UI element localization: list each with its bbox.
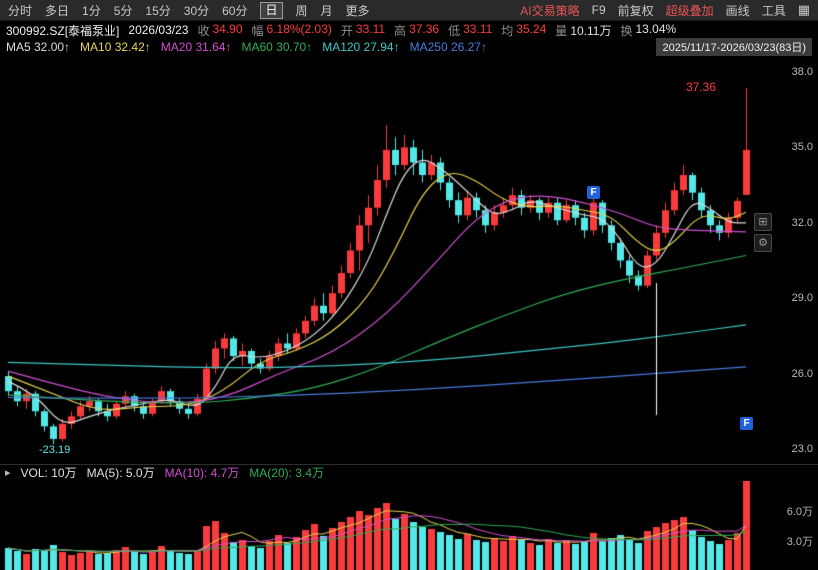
toolbar-button-超级叠加[interactable]: 超级叠加 bbox=[665, 3, 714, 18]
period-tab-30分[interactable]: 30分 bbox=[183, 3, 210, 18]
toolbar-button-画线[interactable]: 画线 bbox=[725, 3, 750, 18]
toolbar-right: AI交易策略 F9 前复权 超级叠加 画线 工具 ▦ bbox=[520, 2, 810, 19]
volume-indicator-values: VOL: 10万 MA(5): 5.0万 MA(10): 4.7万 MA(20): 3… bbox=[21, 464, 324, 481]
period-tab-1分[interactable]: 1分 bbox=[82, 3, 101, 18]
ma-value-MA10: MA10 32.42↑ bbox=[80, 40, 151, 54]
period-tab-多日[interactable]: 多日 bbox=[45, 3, 70, 18]
period-tab-周[interactable]: 周 bbox=[295, 3, 308, 18]
stock-symbol: 300992.SZ[泰福泵业] bbox=[6, 23, 120, 38]
info-field-value: 35.24 bbox=[516, 21, 547, 36]
period-toolbar: 分时 多日 1分 5分 15分 30分 60分日周月更多 AI交易策略 F9 前复权 超级叠加 画线… bbox=[0, 0, 818, 21]
info-field-label: 均 bbox=[501, 23, 514, 38]
info-field: 高 37.36 bbox=[394, 22, 439, 39]
info-field-value: 33.11 bbox=[463, 21, 493, 36]
info-field-value: 33.11 bbox=[355, 21, 386, 36]
stock-info-row: 300992.SZ[泰福泵业] 2026/03/23 收 34.90 幅 6.18%(… bbox=[0, 21, 818, 39]
event-marker-f-1[interactable]: F bbox=[587, 185, 600, 199]
ma-indicator-row: MA5 32.00↑ MA10 32.42↑ MA20 31.64↑ MA60 30.… bbox=[0, 38, 818, 56]
main-candlestick-chart[interactable] bbox=[0, 55, 818, 464]
period-tab-更多[interactable]: 更多 bbox=[345, 3, 370, 18]
info-field-value: 6.18%(2.03) bbox=[266, 21, 332, 36]
price-axis-label: 32.0 bbox=[791, 216, 813, 229]
date-range-label: 2025/11/17-2026/03/23(83日) bbox=[656, 38, 812, 56]
info-field: 幅 6.18%(2.03) bbox=[252, 22, 332, 39]
volume-ma-value: MA(10): 4.7万 bbox=[164, 466, 240, 480]
pane-divider bbox=[0, 464, 818, 465]
high-price-label: 37.36 bbox=[686, 80, 717, 95]
info-field-label: 换 bbox=[620, 23, 633, 38]
info-field-value: 10.11万 bbox=[570, 23, 612, 38]
trade-date: 2026/03/23 bbox=[128, 23, 189, 37]
info-field: 开 33.11 bbox=[341, 22, 385, 39]
event-marker-f-2[interactable]: F bbox=[740, 416, 753, 430]
info-field-label: 收 bbox=[197, 23, 210, 38]
period-tab-分时[interactable]: 分时 bbox=[8, 3, 33, 18]
grid-layout-icon[interactable]: ▦ bbox=[797, 2, 810, 17]
price-axis-label: 35.0 bbox=[791, 141, 813, 154]
volume-ma-value: MA(20): 3.4万 bbox=[249, 466, 324, 480]
info-field: 换 13.04% bbox=[620, 22, 676, 39]
low-price-label: -23.19 bbox=[39, 444, 71, 457]
chart-side-toolbar: ⊞ ⚙ bbox=[754, 213, 772, 252]
toolbar-button-F9[interactable]: F9 bbox=[591, 3, 606, 17]
period-tab-60分[interactable]: 60分 bbox=[222, 3, 248, 18]
info-field-label: 量 bbox=[555, 23, 568, 38]
price-axis-label: 26.0 bbox=[791, 367, 813, 380]
info-field-label: 开 bbox=[340, 23, 353, 38]
volume-axis-label: 3.0万 bbox=[786, 536, 813, 548]
toolbar-button-前复权[interactable]: 前复权 bbox=[617, 3, 654, 18]
period-tab-日[interactable]: 日 bbox=[260, 1, 283, 19]
info-field: 低 33.11 bbox=[448, 22, 492, 39]
info-field: 收 34.90 bbox=[197, 22, 242, 39]
ma-value-MA60: MA60 30.70↑ bbox=[241, 40, 313, 54]
period-tab-5分[interactable]: 5分 bbox=[113, 3, 133, 18]
info-field-value: 37.36 bbox=[409, 21, 440, 36]
volume-ma-value: VOL: 10万 bbox=[20, 466, 77, 480]
stock-info-fields: 收 34.90 幅 6.18%(2.03) 开 33.11 高 37.36 低 33.11 均 35.… bbox=[197, 22, 676, 39]
period-tabs: 分时 多日 1分 5分 15分 30分 60分日周月更多 bbox=[8, 1, 370, 19]
info-field-label: 低 bbox=[448, 23, 461, 38]
ma-value-MA120: MA120 27.94↑ bbox=[322, 40, 400, 54]
period-tab-月[interactable]: 月 bbox=[320, 3, 333, 18]
grid-tool-icon[interactable]: ⊞ bbox=[754, 213, 772, 231]
ma-value-MA5: MA5 32.00↑ bbox=[6, 40, 71, 54]
price-axis-label: 29.0 bbox=[791, 292, 813, 305]
info-field: 量 10.11万 bbox=[555, 22, 611, 39]
ma-value-MA250: MA250 26.27↑ bbox=[409, 40, 487, 54]
settings-gear-icon[interactable]: ⚙ bbox=[754, 234, 772, 252]
toolbar-button-工具[interactable]: 工具 bbox=[761, 3, 786, 18]
volume-axis-label: 6.0万 bbox=[786, 506, 813, 518]
volume-header-row: ▸ VOL: 10万 MA(5): 5.0万 MA(10): 4.7万 MA(20):… bbox=[0, 465, 818, 480]
indicator-expand-caret-icon[interactable]: ▸ bbox=[5, 467, 11, 479]
volume-chart[interactable] bbox=[0, 481, 818, 570]
info-field-value: 13.04% bbox=[635, 21, 677, 36]
ma-values: MA5 32.00↑ MA10 32.42↑ MA20 31.64↑ MA60 30.… bbox=[6, 40, 487, 54]
period-tab-15分[interactable]: 15分 bbox=[145, 3, 171, 18]
info-field-label: 高 bbox=[394, 23, 407, 38]
toolbar-button-AI交易策略[interactable]: AI交易策略 bbox=[520, 3, 580, 18]
info-field-value: 34.90 bbox=[212, 21, 243, 36]
toolbar-right-items: AI交易策略 F9 前复权 超级叠加 画线 工具 bbox=[520, 2, 785, 19]
info-field-label: 幅 bbox=[251, 23, 264, 38]
volume-ma-value: MA(5): 5.0万 bbox=[86, 466, 155, 480]
ma-value-MA20: MA20 31.64↑ bbox=[160, 40, 232, 54]
price-axis-label: 38.0 bbox=[791, 66, 813, 78]
price-axis-label: 23.0 bbox=[791, 442, 813, 455]
info-field: 均 35.24 bbox=[501, 22, 546, 39]
